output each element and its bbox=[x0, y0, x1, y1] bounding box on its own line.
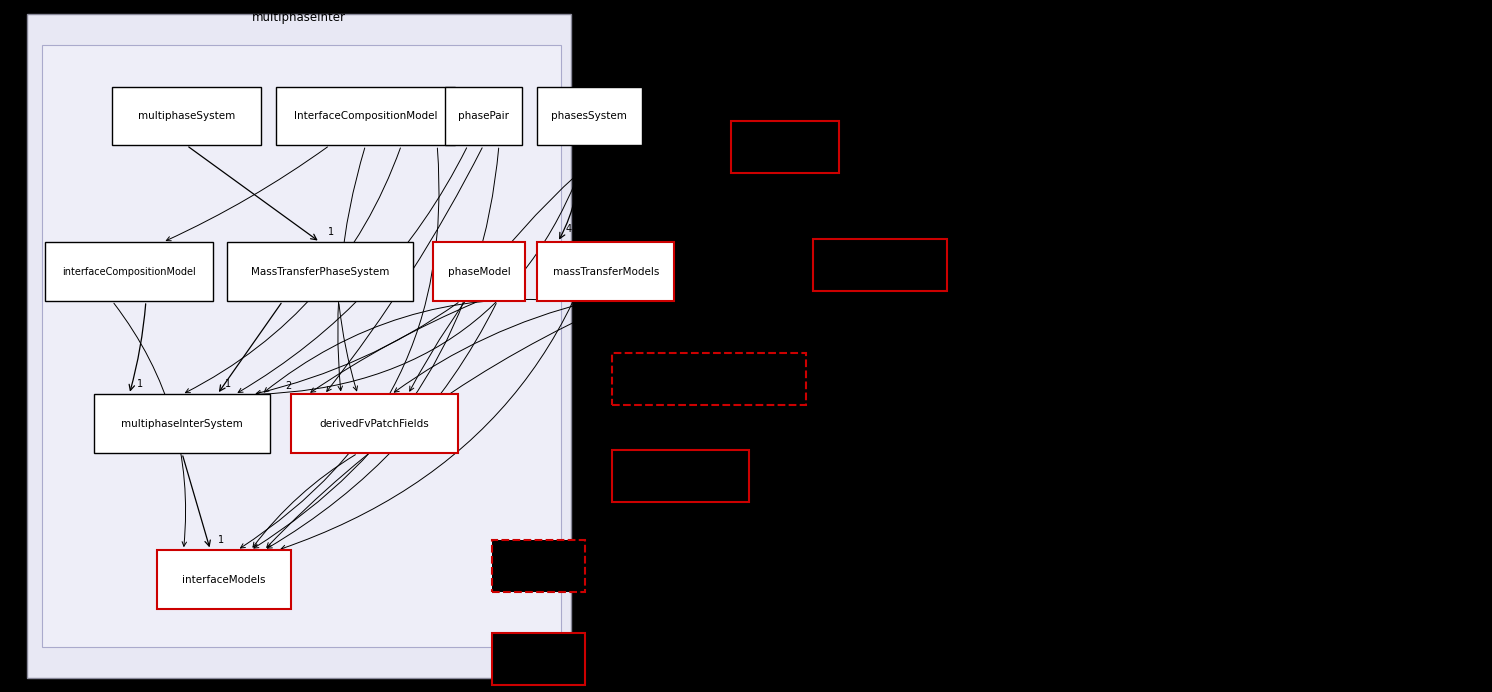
Text: multiphaseInter: multiphaseInter bbox=[251, 11, 346, 24]
FancyBboxPatch shape bbox=[27, 14, 571, 678]
FancyBboxPatch shape bbox=[445, 86, 522, 145]
Text: InterfaceCompositionModel: InterfaceCompositionModel bbox=[294, 111, 437, 121]
Text: 4: 4 bbox=[565, 224, 571, 234]
Text: 1: 1 bbox=[137, 379, 143, 389]
FancyBboxPatch shape bbox=[45, 242, 213, 301]
FancyBboxPatch shape bbox=[433, 242, 525, 301]
Text: derivedFvPatchFields: derivedFvPatchFields bbox=[319, 419, 430, 429]
Text: multiphaseSystem: multiphaseSystem bbox=[137, 111, 236, 121]
FancyBboxPatch shape bbox=[612, 353, 806, 405]
Text: phaseModel: phaseModel bbox=[448, 266, 510, 277]
FancyBboxPatch shape bbox=[813, 239, 947, 291]
FancyBboxPatch shape bbox=[492, 540, 585, 592]
Text: massTransferModels: massTransferModels bbox=[552, 266, 659, 277]
FancyBboxPatch shape bbox=[492, 633, 585, 685]
FancyBboxPatch shape bbox=[291, 394, 458, 453]
FancyBboxPatch shape bbox=[157, 550, 291, 609]
Text: phasesSystem: phasesSystem bbox=[552, 111, 627, 121]
Text: 1: 1 bbox=[328, 227, 334, 237]
FancyBboxPatch shape bbox=[94, 394, 270, 453]
FancyBboxPatch shape bbox=[537, 86, 642, 145]
FancyBboxPatch shape bbox=[227, 242, 413, 301]
FancyBboxPatch shape bbox=[731, 121, 839, 173]
FancyBboxPatch shape bbox=[112, 86, 261, 145]
FancyBboxPatch shape bbox=[276, 86, 455, 145]
Text: 1: 1 bbox=[225, 379, 231, 389]
Text: MassTransferPhaseSystem: MassTransferPhaseSystem bbox=[251, 266, 389, 277]
Text: phasePair: phasePair bbox=[458, 111, 509, 121]
FancyBboxPatch shape bbox=[42, 45, 561, 647]
FancyBboxPatch shape bbox=[537, 242, 674, 301]
Text: interfaceCompositionModel: interfaceCompositionModel bbox=[63, 266, 195, 277]
FancyBboxPatch shape bbox=[612, 450, 749, 502]
Text: 1: 1 bbox=[218, 535, 224, 545]
Text: interfaceModels: interfaceModels bbox=[182, 574, 266, 585]
Text: multiphaseInterSystem: multiphaseInterSystem bbox=[121, 419, 243, 429]
Text: 2: 2 bbox=[285, 381, 291, 391]
